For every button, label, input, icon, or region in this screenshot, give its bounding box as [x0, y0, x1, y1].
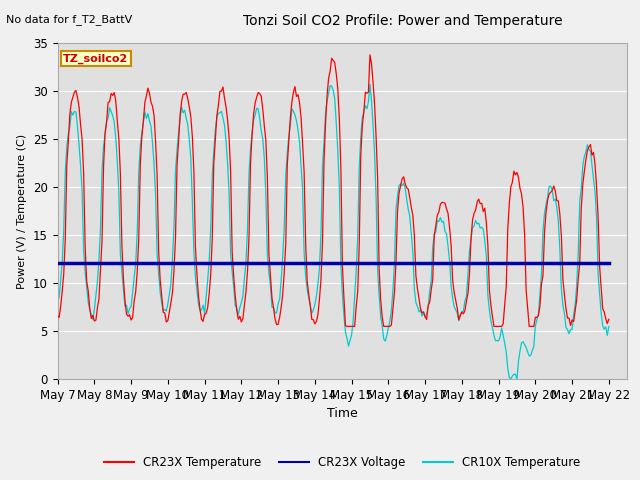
- X-axis label: Time: Time: [327, 408, 358, 420]
- Legend: CR23X Temperature, CR23X Voltage, CR10X Temperature: CR23X Temperature, CR23X Voltage, CR10X …: [100, 452, 585, 474]
- Text: TZ_soilco2: TZ_soilco2: [63, 53, 129, 63]
- Text: No data for f_T2_BattV: No data for f_T2_BattV: [6, 14, 132, 25]
- Y-axis label: Power (V) / Temperature (C): Power (V) / Temperature (C): [17, 133, 28, 289]
- Text: Tonzi Soil CO2 Profile: Power and Temperature: Tonzi Soil CO2 Profile: Power and Temper…: [243, 14, 563, 28]
